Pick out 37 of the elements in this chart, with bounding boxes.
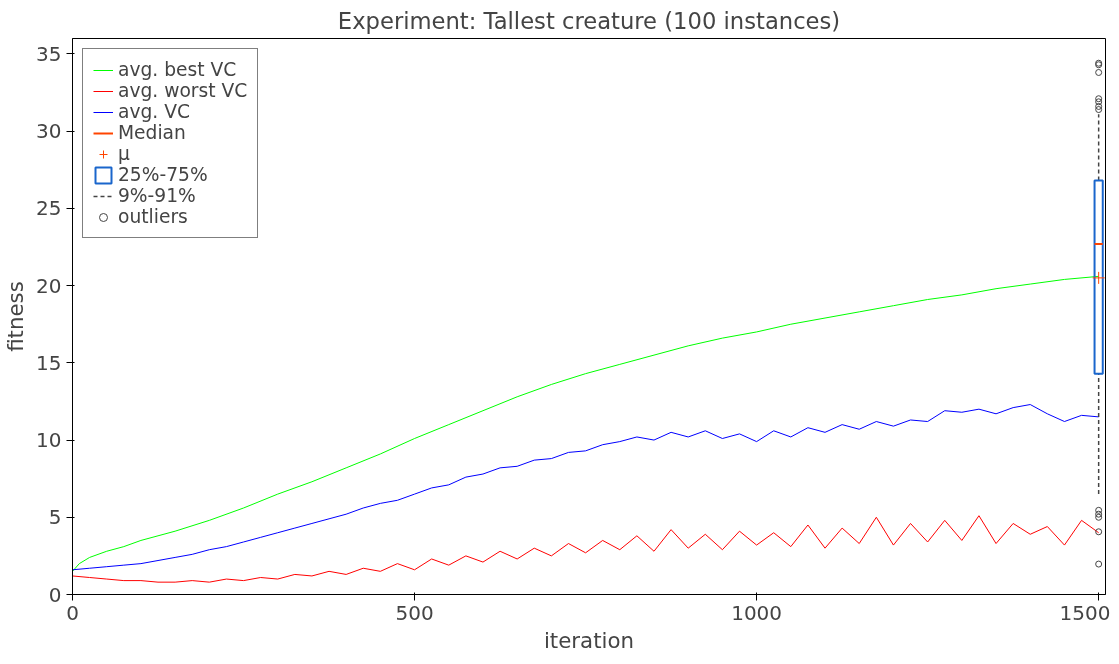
point — [1095, 506, 1103, 514]
y-tick-label: 10 — [36, 428, 62, 453]
line-series — [72, 404, 1100, 571]
y-tick-label: 30 — [36, 119, 62, 144]
point — [1095, 102, 1103, 110]
point — [1095, 68, 1103, 76]
x-tick-label: 0 — [66, 600, 79, 625]
y-tick-label: 25 — [36, 196, 62, 221]
y-axis-title: fitness — [3, 281, 29, 352]
point — [1095, 95, 1103, 103]
legend-label: avg. VC — [118, 101, 190, 122]
legend-label: outliers — [118, 206, 188, 227]
y-tick-label: 20 — [36, 273, 62, 298]
point — [1095, 528, 1103, 536]
x-tick-label: 1000 — [731, 600, 783, 625]
point — [1095, 513, 1103, 521]
point — [1095, 98, 1103, 106]
legend-label: avg. best VC — [118, 59, 237, 80]
point — [1095, 106, 1103, 114]
point — [1095, 560, 1103, 568]
point — [1092, 271, 1106, 285]
x-tick-label: 500 — [395, 600, 434, 625]
x-axis-title: iteration — [543, 627, 635, 653]
y-tick-label: 0 — [48, 582, 62, 607]
line-series — [72, 515, 1100, 583]
x-tick-label: 1500 — [1059, 600, 1111, 625]
legend-label: 25%-75% — [118, 164, 208, 185]
y-tick-label: 5 — [48, 505, 62, 530]
line-series — [72, 275, 1100, 572]
annotation: 9%-91% — [118, 185, 196, 206]
y-tick-label: 35 — [36, 41, 62, 66]
legend-label: μ — [118, 143, 131, 164]
y-tick-label: 15 — [36, 350, 62, 375]
chart-title: Experiment: Tallest creature (100 instances) — [337, 7, 841, 34]
annotation: Median — [118, 122, 186, 143]
point — [1095, 510, 1103, 518]
legend-label: avg. worst VC — [118, 80, 248, 101]
